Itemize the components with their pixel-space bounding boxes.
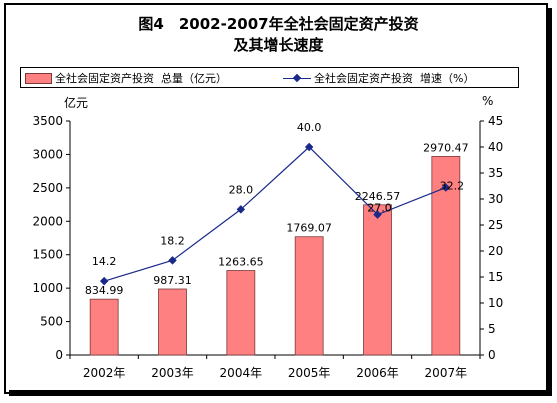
- y-left-tick-label: 1500: [32, 248, 63, 262]
- y-right-tick-label: 10: [488, 296, 503, 310]
- bar: [363, 204, 392, 356]
- legend-line-swatch: [283, 72, 311, 84]
- bar-value-label: 834.99: [85, 284, 124, 297]
- y-right-tick-label: 45: [488, 114, 503, 128]
- growth-value-label: 27.0: [367, 202, 392, 215]
- y-left-tick-label: 3500: [32, 114, 63, 128]
- y-right-tick-label: 25: [488, 218, 503, 232]
- bar-value-label: 2246.57: [355, 190, 401, 203]
- bar-value-label: 1769.07: [286, 222, 332, 235]
- y-left-tick-label: 3000: [32, 147, 63, 161]
- legend-item-growth: 全社会固定资产投资 增速（%）: [283, 70, 474, 86]
- bar-value-label: 2970.47: [423, 141, 469, 154]
- y-right-tick-label: 5: [488, 322, 496, 336]
- y-left-tick-label: 2000: [32, 214, 63, 228]
- y-right-tick-label: 15: [488, 270, 503, 284]
- growth-point: [99, 276, 109, 286]
- y-left-tick-label: 500: [40, 315, 63, 329]
- legend-label-growth: 全社会固定资产投资 增速（%）: [314, 72, 475, 85]
- x-tick-label: 2006年: [356, 366, 399, 380]
- y-left-tick-label: 2500: [32, 181, 63, 195]
- y-right-tick-label: 0: [488, 348, 496, 362]
- x-tick-label: 2002年: [83, 366, 126, 380]
- legend-bar-swatch: [25, 72, 52, 84]
- y-right-unit: %: [482, 94, 494, 108]
- growth-point: [236, 205, 246, 214]
- frame-shadow-bottom: [9, 390, 552, 396]
- growth-value-label: 18.2: [160, 234, 185, 247]
- growth-value-label: 28.0: [229, 183, 254, 196]
- growth-point: [304, 142, 314, 152]
- y-left-tick-label: 1000: [32, 281, 63, 295]
- bar-value-label: 1263.65: [218, 256, 264, 269]
- growth-value-label: 32.2: [440, 180, 465, 193]
- y-right-tick-label: 35: [488, 166, 503, 180]
- legend-label-total: 全社会固定资产投资 总量（亿元）: [55, 72, 227, 85]
- y-right-tick-label: 20: [488, 244, 503, 258]
- bar: [158, 288, 187, 356]
- x-tick-label: 2003年: [151, 366, 194, 380]
- y-right-tick-label: 40: [488, 140, 503, 154]
- y-left-unit: 亿元: [64, 96, 89, 110]
- legend-item-total: 全社会固定资产投资 总量（亿元）: [25, 70, 227, 86]
- bar: [294, 236, 324, 356]
- frame-shadow-right: [546, 8, 552, 394]
- y-left-tick-label: 0: [55, 348, 63, 362]
- chart-title: 图4 2002-2007年全社会固定资产投资 及其增长速度: [0, 14, 557, 56]
- y-right-tick-label: 30: [488, 192, 503, 206]
- chart-title-line1: 图4 2002-2007年全社会固定资产投资: [138, 15, 419, 33]
- x-tick-label: 2005年: [288, 366, 331, 380]
- growth-value-label: 14.2: [92, 255, 117, 268]
- chart-title-line2: 及其增长速度: [233, 36, 324, 54]
- growth-line: [103, 146, 447, 282]
- bar-value-label: 987.31: [153, 274, 192, 287]
- x-tick-label: 2004年: [220, 366, 263, 380]
- bar: [226, 270, 256, 356]
- growth-point: [168, 256, 177, 265]
- chart-legend: 全社会固定资产投资 总量（亿元） 全社会固定资产投资 增速（%）: [20, 67, 519, 88]
- x-tick-label: 2007年: [425, 366, 468, 380]
- growth-point: [373, 210, 382, 219]
- growth-value-label: 40.0: [297, 121, 322, 134]
- bar: [89, 298, 119, 356]
- growth-point: [441, 183, 451, 192]
